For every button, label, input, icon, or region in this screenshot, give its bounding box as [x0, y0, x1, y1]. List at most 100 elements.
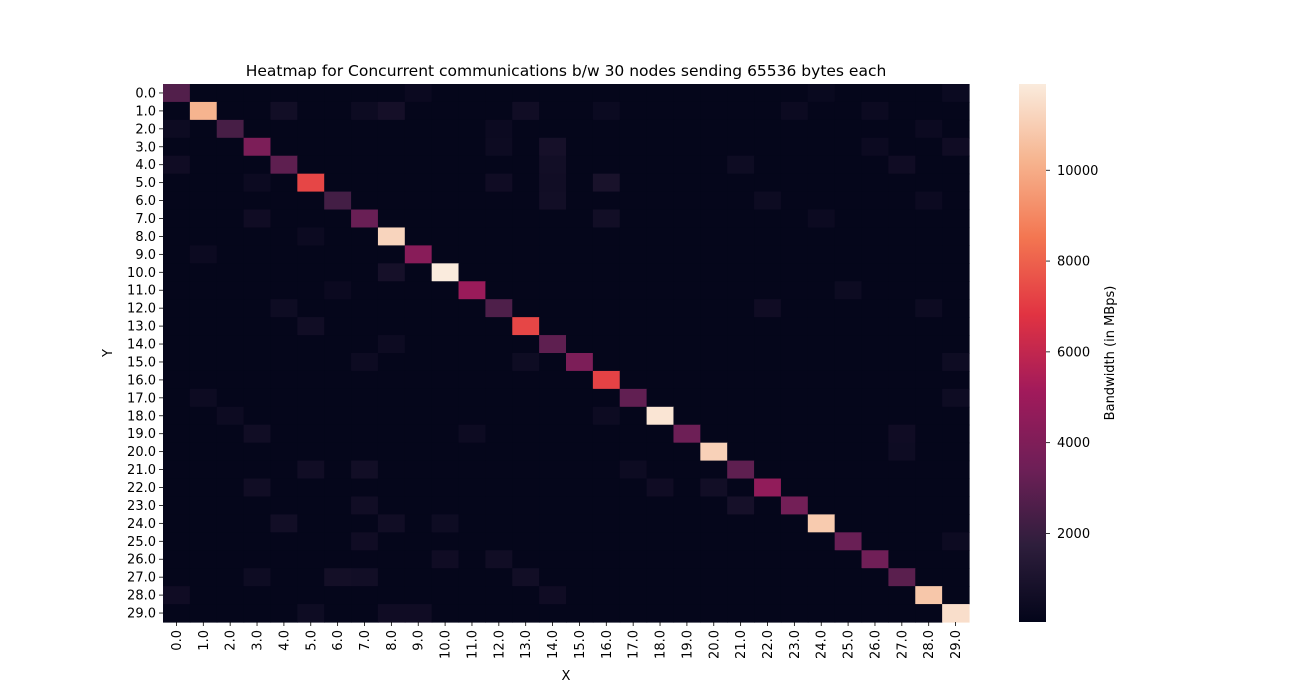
- heatmap-cell: [592, 317, 621, 336]
- heatmap-cell: [216, 568, 245, 587]
- heatmap-cell: [243, 101, 272, 121]
- heatmap-cell: [163, 442, 191, 462]
- heatmap-cell: [888, 514, 916, 533]
- heatmap-cell: [780, 245, 809, 264]
- heatmap-cell: [189, 604, 218, 623]
- heatmap-cell: [942, 299, 970, 318]
- heatmap-cell: [297, 245, 325, 264]
- heatmap-cell: [673, 568, 701, 587]
- heatmap-cell: [592, 155, 621, 175]
- heatmap-cell: [404, 353, 433, 372]
- heatmap-cell: [163, 173, 191, 193]
- heatmap-cell: [270, 406, 298, 426]
- heatmap-cell: [377, 137, 406, 157]
- heatmap-cell: [243, 281, 272, 300]
- heatmap-cell: [861, 353, 889, 372]
- heatmap-cell: [942, 317, 970, 336]
- heatmap-cell: [727, 442, 755, 462]
- heatmap-cell: [404, 281, 433, 300]
- heatmap-cell: [324, 460, 352, 480]
- heatmap-cell: [566, 281, 594, 300]
- heatmap-cell: [351, 335, 379, 354]
- heatmap-cell: [297, 227, 325, 246]
- heatmap-cell: [163, 604, 191, 623]
- heatmap-cell: [270, 370, 298, 390]
- heatmap-cell: [431, 209, 460, 229]
- heatmap-cell: [834, 335, 863, 354]
- heatmap-cell: [915, 281, 943, 300]
- heatmap-cell: [754, 173, 782, 193]
- heatmap-cell: [189, 460, 218, 480]
- heatmap-cell: [163, 460, 191, 480]
- heatmap-cell: [431, 137, 460, 157]
- heatmap-cell: [458, 317, 486, 336]
- heatmap-cell: [780, 532, 809, 551]
- heatmap-cell: [646, 550, 675, 569]
- heatmap-cell: [592, 209, 621, 229]
- heatmap-cell: [619, 317, 648, 336]
- heatmap-cell: [673, 263, 701, 282]
- heatmap-cell: [163, 245, 191, 264]
- heatmap-cell: [592, 424, 621, 444]
- heatmap-cell: [861, 173, 889, 193]
- heatmap-cell: [431, 84, 460, 103]
- heatmap-cell: [243, 442, 272, 462]
- y-axis-label: Y: [101, 349, 116, 358]
- heatmap-cell: [270, 227, 298, 246]
- heatmap-cell: [485, 84, 513, 103]
- heatmap-cell: [834, 586, 863, 605]
- heatmap-cell: [324, 424, 352, 444]
- heatmap-cell: [754, 604, 782, 623]
- heatmap-cell: [324, 281, 352, 300]
- heatmap-cell: [404, 263, 433, 282]
- colorbar-label: Bandwidth (in MBps): [1103, 286, 1118, 421]
- heatmap-cell: [458, 442, 486, 462]
- heatmap-cell: [566, 586, 594, 605]
- heatmap-cell: [270, 101, 298, 121]
- heatmap-cell: [163, 263, 191, 282]
- heatmap-cell: [780, 424, 809, 444]
- heatmap-cell: [485, 604, 513, 623]
- y-tick-label: 28.0: [127, 589, 156, 604]
- heatmap-cell: [189, 173, 218, 193]
- heatmap-cell: [673, 550, 701, 569]
- heatmap-cell: [324, 317, 352, 336]
- heatmap-cell: [539, 137, 567, 157]
- x-tick-label: 17.0: [627, 630, 642, 659]
- y-tick-label: 27.0: [127, 571, 156, 586]
- heatmap-cell: [351, 568, 379, 587]
- heatmap-cell: [512, 101, 540, 121]
- heatmap-cell: [673, 317, 701, 336]
- heatmap-cell: [163, 370, 191, 390]
- x-tick-label: 22.0: [761, 630, 776, 659]
- heatmap-cell: [351, 406, 379, 426]
- heatmap-cell: [646, 155, 675, 175]
- heatmap-cell: [888, 442, 916, 462]
- heatmap-cell: [377, 388, 406, 408]
- heatmap-cell: [592, 442, 621, 462]
- heatmap-cell: [458, 281, 486, 300]
- heatmap-cell: [324, 335, 352, 354]
- heatmap-cell: [458, 245, 486, 264]
- heatmap-cell: [780, 388, 809, 408]
- heatmap-cell: [324, 227, 352, 246]
- heatmap-cell: [754, 245, 782, 264]
- heatmap-cell: [216, 317, 245, 336]
- heatmap-cell: [458, 119, 486, 139]
- heatmap-cell: [861, 119, 889, 139]
- heatmap-cell: [727, 460, 755, 480]
- heatmap-cell: [512, 460, 540, 480]
- heatmap-cell: [592, 532, 621, 551]
- heatmap-cell: [807, 263, 836, 282]
- heatmap-cell: [888, 191, 916, 211]
- heatmap-cell: [216, 550, 245, 569]
- heatmap-cell: [243, 532, 272, 551]
- heatmap-cell: [324, 209, 352, 229]
- heatmap-cell: [673, 586, 701, 605]
- heatmap-cell: [324, 173, 352, 193]
- heatmap-cell: [619, 532, 648, 551]
- heatmap-cell: [243, 604, 272, 623]
- heatmap-cell: [834, 281, 863, 300]
- heatmap-cell: [861, 424, 889, 444]
- heatmap-cell: [324, 101, 352, 121]
